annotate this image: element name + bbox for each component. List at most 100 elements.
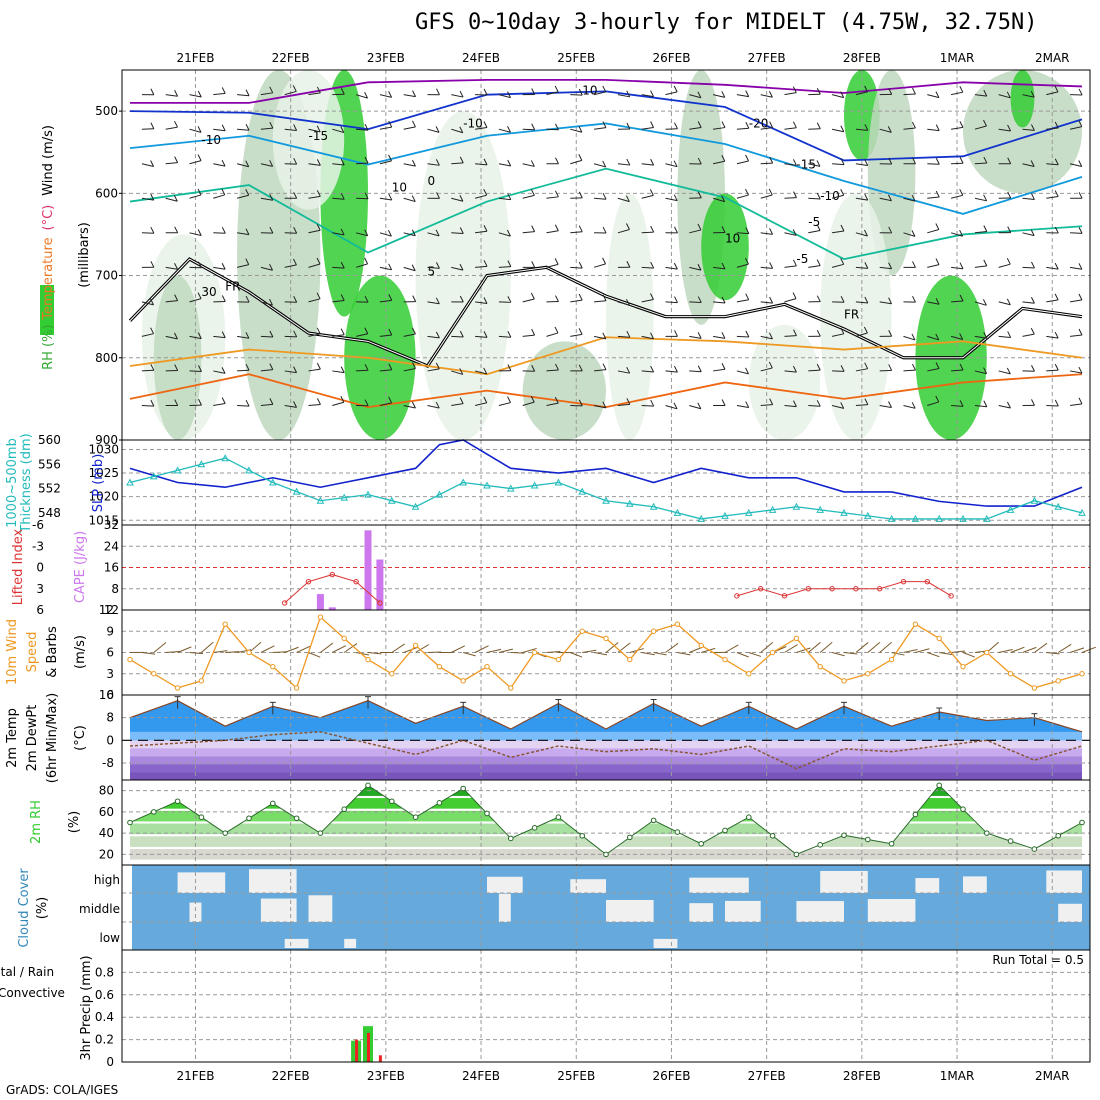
- wind-barb-flag: [625, 195, 630, 202]
- wind-barb-flag: [364, 295, 369, 303]
- wind-barb: [974, 197, 987, 202]
- wind-barb: [498, 197, 511, 201]
- wind-barb: [855, 266, 868, 269]
- wind-barb: [308, 229, 321, 234]
- wind-barb: [832, 163, 845, 166]
- wind-barb-flag: [150, 364, 155, 371]
- wind-barb: [593, 163, 606, 168]
- wind-barb-10m: [1010, 646, 1025, 653]
- wind-barb-flag: [626, 122, 631, 130]
- precip-convective-bar: [378, 1055, 382, 1062]
- wind-barb-flag: [340, 88, 345, 95]
- cape-tick-label: 24: [104, 539, 119, 553]
- wind-barb: [998, 370, 1011, 375]
- wind-barb-flag: [864, 229, 868, 237]
- wind-barb: [213, 403, 226, 406]
- wind-barb-flag: [959, 294, 964, 302]
- rh-tick-label: 80: [99, 784, 114, 798]
- wind-barb: [546, 402, 559, 406]
- wind-barb: [641, 266, 654, 269]
- wind-barb: [213, 163, 226, 167]
- bottom-day-label: 26FEB: [652, 1069, 690, 1083]
- rh-shading: [820, 193, 892, 440]
- wind-barb: [546, 196, 559, 199]
- wind-barb-flag: [150, 193, 155, 201]
- wind-barb-10m: [522, 647, 537, 653]
- wind-barb: [451, 232, 464, 234]
- wind-barb-10m: [546, 650, 561, 653]
- rh-shading: [522, 341, 606, 440]
- rh-marker: [508, 835, 514, 842]
- wind-barb-10m: [927, 652, 940, 658]
- wind-barb-flag: [507, 260, 512, 267]
- wind-barb-flag: [221, 397, 226, 404]
- wind-barb-flag: [435, 229, 440, 237]
- wind-barb-flag: [435, 159, 440, 166]
- wind-tick-label: 6: [106, 646, 114, 660]
- wind-barb: [927, 196, 940, 199]
- rh-marker: [746, 814, 752, 820]
- wind-barb-flag: [792, 86, 797, 93]
- wind-barb-flag: [840, 402, 845, 409]
- wind-barb-flag: [697, 223, 702, 231]
- wind-barb: [1070, 266, 1083, 270]
- wind-barb-flag: [888, 401, 892, 408]
- wind-speed-marker: [817, 663, 823, 670]
- wind-barb-flag: [864, 296, 869, 304]
- wind-barb: [1046, 127, 1059, 130]
- wind-barb: [903, 369, 916, 372]
- wind-barb-flag: [507, 296, 512, 303]
- wind-barb: [403, 333, 416, 337]
- wind-barb-flag: [769, 156, 774, 164]
- cape-bar: [364, 530, 372, 610]
- rh-marker: [603, 851, 609, 858]
- wind-barb-10m: [855, 642, 869, 653]
- top-day-label: 24FEB: [462, 51, 500, 65]
- wind-barb: [475, 301, 488, 305]
- wind-barb: [308, 128, 321, 133]
- wind-barb: [570, 159, 582, 165]
- wind-barb: [189, 298, 202, 303]
- thickness-marker: [959, 514, 967, 522]
- wind-barb-flag: [745, 154, 750, 162]
- wind-barb-10m: [605, 642, 619, 653]
- isotherm--10: [129, 122, 1083, 215]
- bottom-day-label: 1MAR: [940, 1069, 975, 1083]
- wind-barb: [260, 266, 273, 271]
- thickness-marker: [387, 496, 396, 504]
- wind-barb: [332, 370, 345, 374]
- wind-barb-flag: [721, 296, 726, 304]
- wind-barb: [1046, 163, 1059, 166]
- isotherm-5: [129, 336, 1083, 376]
- wind-barb-flag: [554, 326, 559, 334]
- precip-legend-convective: Convective: [0, 986, 65, 1000]
- slp-line: [129, 439, 1083, 507]
- wind-barb-flag: [459, 194, 464, 202]
- wind-barb: [712, 160, 725, 165]
- bottom-day-label: 22FEB: [272, 1069, 310, 1083]
- cloud-level-label: middle: [79, 902, 120, 916]
- wind-barb-flag: [316, 224, 321, 231]
- top-day-label: 27FEB: [748, 51, 786, 65]
- wind-barb-flag: [531, 328, 536, 336]
- wind-barb: [427, 368, 440, 372]
- wind-barb-flag: [340, 328, 345, 335]
- wind-barb-flag: [626, 366, 631, 374]
- cloud-cell: [189, 902, 202, 922]
- wind-barb: [855, 232, 868, 237]
- wind-barb: [760, 367, 773, 372]
- wind-barb: [356, 162, 369, 165]
- wind-barb: [641, 94, 654, 98]
- precip-panel-frame: [121, 949, 1091, 1063]
- wind-barb: [141, 333, 154, 337]
- wind-barb: [974, 125, 987, 130]
- wind-barb-flag: [483, 188, 488, 196]
- wind-barb: [1046, 299, 1059, 303]
- contour-label: -10: [820, 189, 840, 203]
- wind-barb: [379, 369, 392, 372]
- wind-barb: [736, 370, 749, 375]
- freezing-level-line-core: [129, 258, 1083, 367]
- cloud-gap: [122, 865, 132, 950]
- wind-barb: [879, 128, 892, 133]
- wind-barb-flag: [340, 193, 345, 200]
